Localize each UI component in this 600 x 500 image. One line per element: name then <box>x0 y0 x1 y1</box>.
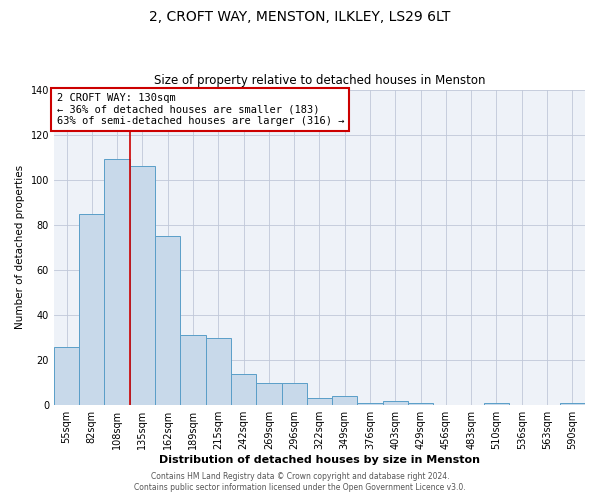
Bar <box>181 336 206 405</box>
Bar <box>383 400 408 405</box>
Bar <box>484 403 509 405</box>
Bar <box>281 382 307 405</box>
X-axis label: Distribution of detached houses by size in Menston: Distribution of detached houses by size … <box>159 455 480 465</box>
Text: Contains HM Land Registry data © Crown copyright and database right 2024.
Contai: Contains HM Land Registry data © Crown c… <box>134 472 466 492</box>
Bar <box>256 382 281 405</box>
Bar <box>332 396 358 405</box>
Bar <box>104 160 130 405</box>
Bar <box>307 398 332 405</box>
Bar <box>560 403 585 405</box>
Bar <box>79 214 104 405</box>
Bar <box>54 346 79 405</box>
Bar <box>358 403 383 405</box>
Bar <box>130 166 155 405</box>
Bar <box>155 236 181 405</box>
Bar <box>206 338 231 405</box>
Title: Size of property relative to detached houses in Menston: Size of property relative to detached ho… <box>154 74 485 87</box>
Bar <box>408 403 433 405</box>
Y-axis label: Number of detached properties: Number of detached properties <box>15 166 25 330</box>
Text: 2, CROFT WAY, MENSTON, ILKLEY, LS29 6LT: 2, CROFT WAY, MENSTON, ILKLEY, LS29 6LT <box>149 10 451 24</box>
Text: 2 CROFT WAY: 130sqm
← 36% of detached houses are smaller (183)
63% of semi-detac: 2 CROFT WAY: 130sqm ← 36% of detached ho… <box>56 92 344 126</box>
Bar <box>231 374 256 405</box>
